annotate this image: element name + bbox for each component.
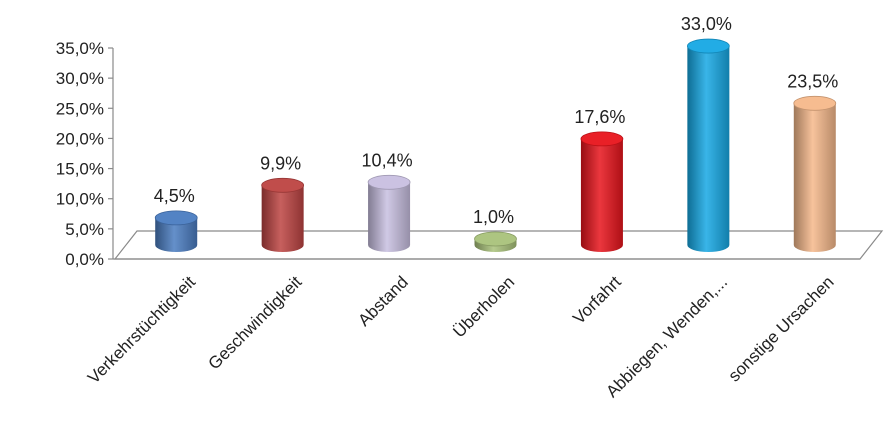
category-label: Geschwindigkeit (205, 272, 306, 373)
data-label: 9,9% (260, 153, 301, 173)
y-tick-label: 25,0% (56, 99, 104, 118)
data-labels: 4,5% 9,9% 10,4% 1,0% 17,6% 33,0% 23,5% (154, 14, 839, 227)
data-label: 4,5% (154, 186, 195, 206)
bar-top (686, 38, 730, 54)
bar-top (154, 210, 198, 226)
data-label: 10,4% (362, 150, 413, 170)
y-tick-label: 5,0% (65, 220, 104, 239)
bar-top (793, 95, 837, 111)
data-label: 1,0% (473, 207, 514, 227)
y-tick-label: 30,0% (56, 69, 104, 88)
bar-body (687, 46, 730, 252)
bar-top (367, 174, 411, 190)
category-label: Vorfahrt (569, 272, 625, 328)
y-tick-label: 15,0% (56, 160, 104, 179)
bar-body (580, 138, 623, 252)
category-label: Abbiegen, Wenden,... (602, 272, 731, 401)
category-label: Überholen (449, 272, 518, 341)
y-axis: 0,0% 5,0% 10,0% 15,0% 20,0% 25,0% 30,0% 35,0% (56, 39, 114, 269)
y-tick-label: 35,0% (56, 39, 104, 58)
category-label: Verkehrstüchtigkeit (84, 272, 199, 387)
bar-top (580, 131, 624, 147)
bars (154, 38, 837, 252)
data-label: 23,5% (787, 71, 838, 91)
bar-body (368, 182, 411, 252)
category-label: sonstige Ursachen (725, 272, 838, 385)
bar-body (793, 103, 836, 252)
bar-body (261, 185, 304, 252)
chart-floor (113, 230, 884, 260)
data-label: 33,0% (681, 14, 732, 34)
y-tick-label: 20,0% (56, 129, 104, 148)
x-axis: Verkehrstüchtigkeit Geschwindigkeit Abstan… (84, 272, 838, 401)
bar-body (155, 217, 198, 252)
data-label: 17,6% (574, 107, 625, 127)
bar-top (474, 231, 517, 247)
y-tick-label: 0,0% (65, 250, 104, 269)
y-tick-label: 10,0% (56, 190, 104, 209)
bar-top (261, 177, 305, 193)
category-label: Abstand (354, 272, 412, 330)
